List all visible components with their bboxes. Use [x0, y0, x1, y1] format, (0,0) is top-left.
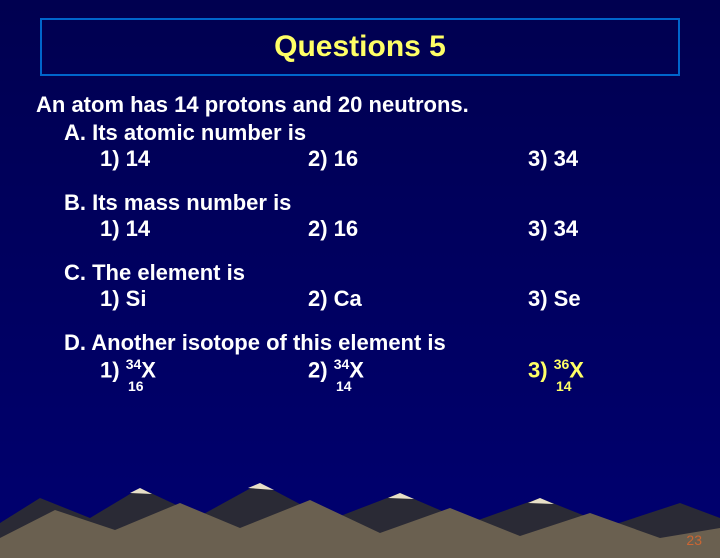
- question-c: C. The element is 1) Si 2) Ca 3) Se: [36, 260, 684, 312]
- option-d2-prefix: 2): [308, 357, 334, 382]
- option-d2-atomic: 14: [336, 378, 352, 394]
- question-a-options: 1) 14 2) 16 3) 34: [36, 146, 684, 172]
- option-d1-prefix: 1): [100, 357, 126, 382]
- option-a1: 1) 14: [100, 146, 308, 172]
- option-d1-atomic: 16: [128, 378, 144, 394]
- question-b-line: B. Its mass number is: [36, 190, 684, 216]
- question-stem: An atom has 14 protons and 20 neutrons.: [36, 92, 684, 118]
- title-box: Questions 5: [40, 18, 680, 76]
- option-c1: 1) Si: [100, 286, 308, 312]
- slide-content: An atom has 14 protons and 20 neutrons. …: [0, 92, 720, 383]
- question-b: B. Its mass number is 1) 14 2) 16 3) 34: [36, 190, 684, 242]
- option-d3-mass: 36: [554, 356, 570, 372]
- option-d1-mass: 34: [126, 356, 142, 372]
- question-c-line: C. The element is: [36, 260, 684, 286]
- option-c2: 2) Ca: [308, 286, 528, 312]
- question-c-options: 1) Si 2) Ca 3) Se: [36, 286, 684, 312]
- option-a2: 2) 16: [308, 146, 528, 172]
- option-c3: 3) Se: [528, 286, 581, 312]
- option-d2-mass: 34: [334, 356, 350, 372]
- question-d: D. Another isotope of this element is 1)…: [36, 330, 684, 383]
- option-d3-atomic: 14: [556, 378, 572, 394]
- option-b3: 3) 34: [528, 216, 578, 242]
- question-a: A. Its atomic number is 1) 14 2) 16 3) 3…: [36, 120, 684, 172]
- option-b2: 2) 16: [308, 216, 528, 242]
- question-d-options: 1) 34X 16 2) 34X 14 3) 36X 14: [36, 356, 684, 383]
- option-d1: 1) 34X 16: [100, 356, 308, 383]
- page-number: 23: [686, 532, 702, 548]
- question-b-options: 1) 14 2) 16 3) 34: [36, 216, 684, 242]
- option-d3-prefix: 3): [528, 357, 554, 382]
- question-d-line: D. Another isotope of this element is: [36, 330, 684, 356]
- question-a-line: A. Its atomic number is: [36, 120, 684, 146]
- option-a3: 3) 34: [528, 146, 578, 172]
- slide-title: Questions 5: [42, 30, 678, 64]
- option-b1: 1) 14: [100, 216, 308, 242]
- option-d3: 3) 36X 14: [528, 356, 584, 383]
- option-d2: 2) 34X 14: [308, 356, 528, 383]
- mountain-graphic: [0, 448, 720, 558]
